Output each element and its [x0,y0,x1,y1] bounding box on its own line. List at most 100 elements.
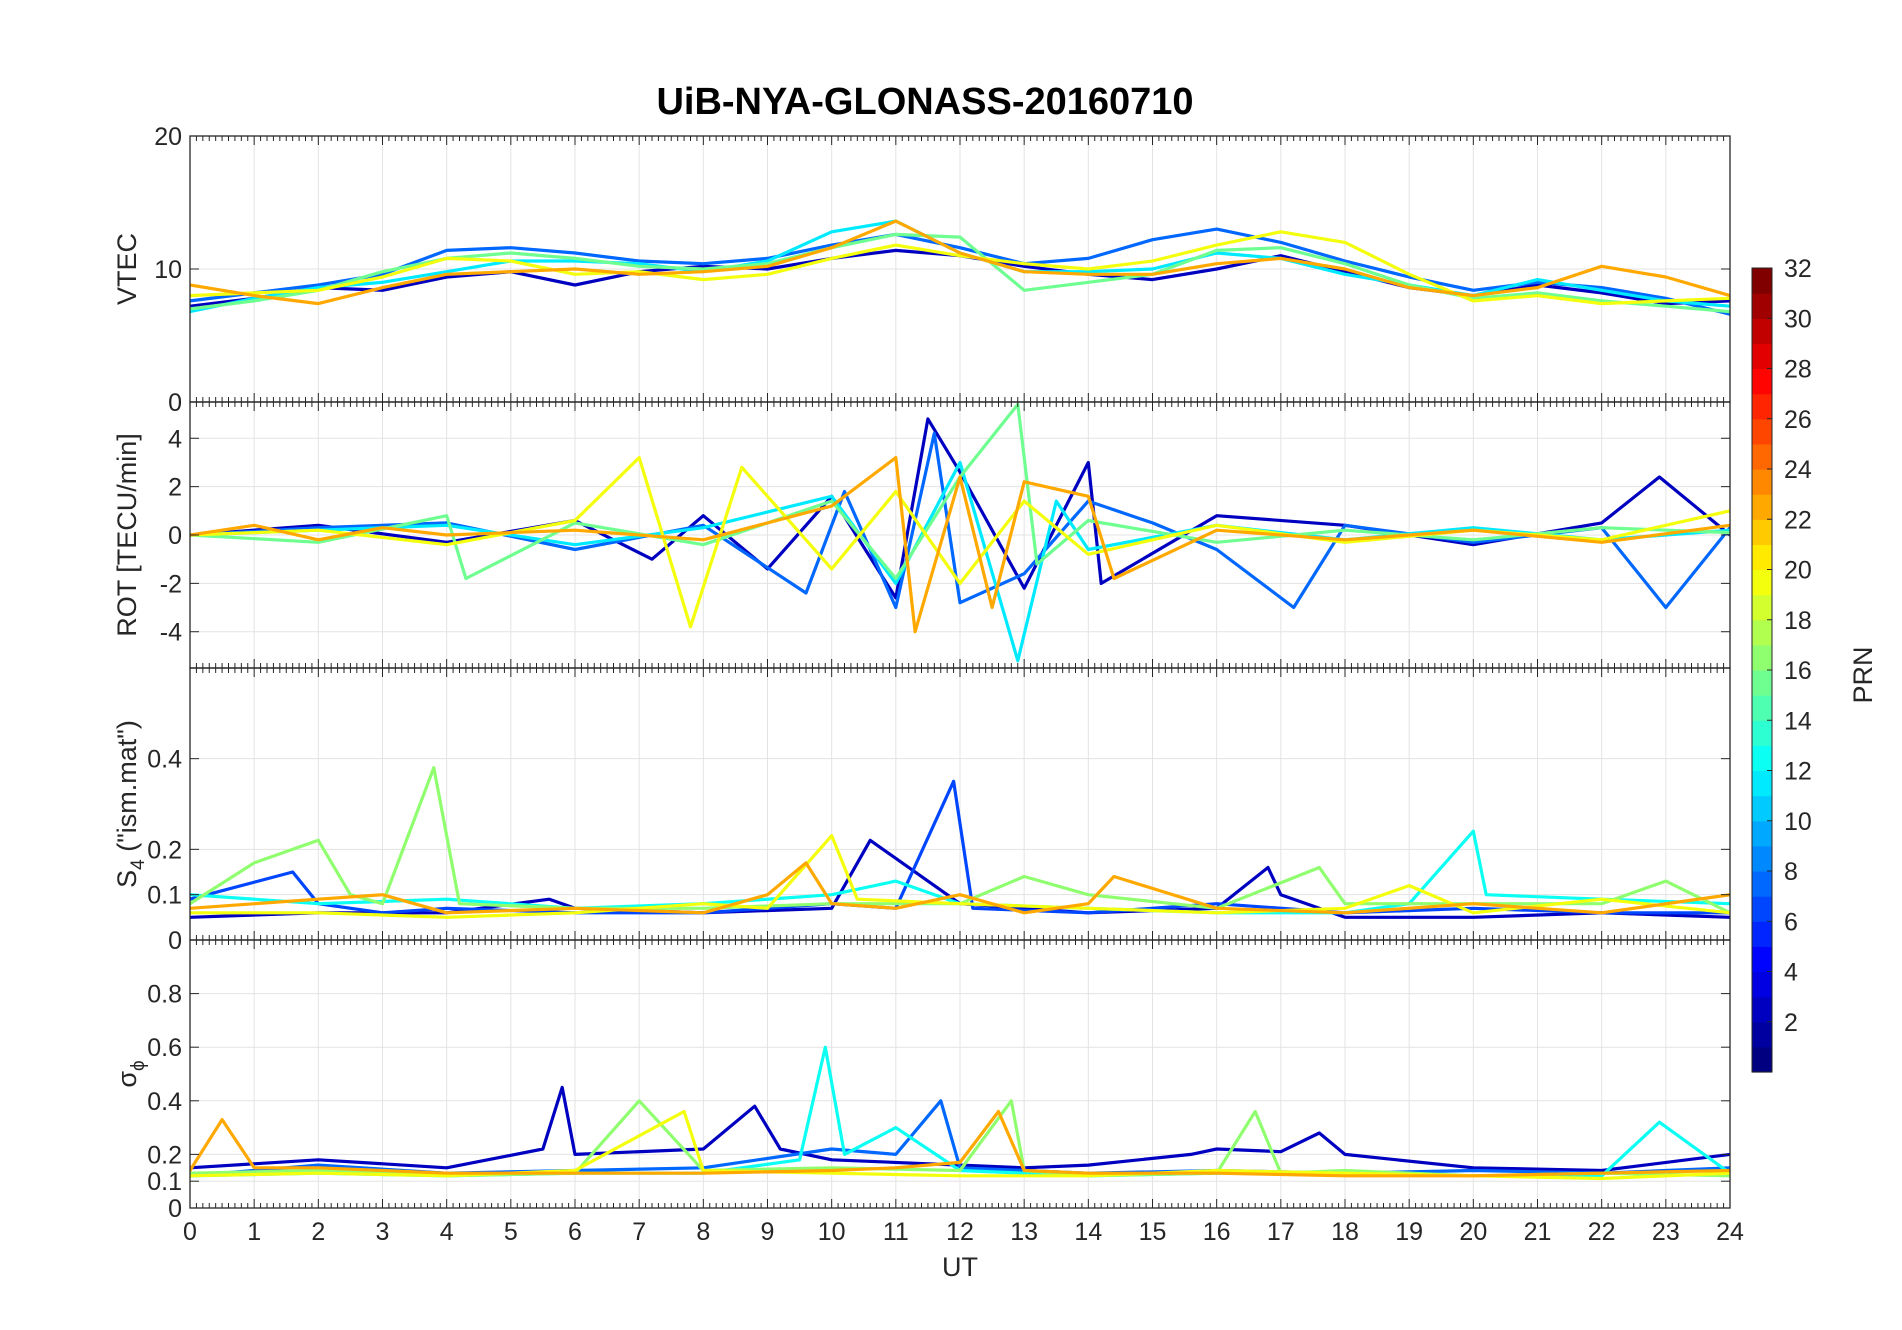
x-tick-label: 21 [1524,1218,1552,1246]
grid [189,135,1731,403]
colorbar-tick-label: 26 [1784,406,1812,434]
colorbar-cell [1752,745,1772,772]
x-ticks [189,668,1731,940]
y-tick-label: 0.1 [147,1168,182,1196]
x-tick-label: 23 [1652,1218,1680,1246]
y-tick-label: 4 [168,425,182,453]
colorbar-cell [1752,845,1772,872]
y-axis-label-main: σ [112,1071,142,1088]
colorbar-cell [1752,1046,1772,1073]
colorbar-tick-label: 24 [1784,456,1812,484]
x-tick-label: 12 [946,1218,974,1246]
colorbar-cell [1752,469,1772,495]
series-line-prn-20 [190,456,1730,629]
y-tick-label: 20 [154,123,182,151]
x-tick-label: 2 [311,1218,325,1246]
colorbar-cell [1752,519,1772,545]
x-tick-label: 15 [1139,1218,1167,1246]
y-axis-label-rest: ("ism.mat") [112,720,142,859]
y-axis-label-sub: ϕ [128,1060,149,1071]
colorbar-cell [1752,896,1772,922]
series-line-prn-20 [190,834,1730,919]
y-ticks: 0 10 20 [154,123,1730,417]
x-tick-label: 7 [632,1218,646,1246]
y-ticks: -4 -2 0 2 4 [160,425,1730,647]
y-axis-label: S4 ("ism.mat") [112,720,149,888]
x-tick-label: 9 [761,1218,775,1246]
series-line-prn-20 [190,230,1730,306]
y-tick-label: 10 [154,256,182,284]
x-tick-label: 13 [1010,1218,1038,1246]
colorbar-cell [1752,343,1772,370]
panel-1: 0 10 20 VTEC [112,123,1731,417]
x-tick-label: 6 [568,1218,582,1246]
x-tick-label: 4 [440,1218,454,1246]
colorbar-tick-label: 6 [1784,908,1798,936]
colorbar-tick-label: 30 [1784,305,1812,333]
colorbar-cell [1752,720,1772,746]
x-tick-label: 20 [1459,1218,1487,1246]
series-line-prn-23 [190,861,1730,915]
series-group [190,766,1730,919]
series-group [190,1045,1730,1181]
x-tick-label: 22 [1588,1218,1616,1246]
y-tick-label: 0.4 [147,1088,182,1116]
colorbar-cell [1752,946,1772,973]
panel-2: -4 -2 0 2 4 ROT [TECU/min] [112,401,1731,669]
colorbar-cell [1752,1021,1772,1048]
colorbar-cell [1752,393,1772,420]
colorbar-tick-label: 12 [1784,758,1812,786]
colorbar-tick-label: 8 [1784,858,1798,886]
colorbar-tick-label: 18 [1784,607,1812,635]
colorbar-cell [1752,443,1772,470]
x-tick-label: 11 [883,1218,909,1246]
series-line-prn-23 [190,456,1730,634]
colorbar-cell [1752,619,1772,646]
series-line-prn-3 [190,417,1730,600]
colorbar-cell [1752,770,1772,797]
colorbar-cell [1752,695,1772,721]
colorbar-tick-label: 20 [1784,557,1812,585]
chart-title: UiB-NYA-GLONASS-20160710 [656,81,1193,123]
y-tick-label: 0.2 [147,836,182,864]
colorbar-label: PRN [1848,646,1878,703]
x-tick-label: 8 [696,1218,710,1246]
x-axis-label: UT [942,1252,978,1282]
y-axis-label: VTEC [112,233,142,305]
colorbar-cell [1752,594,1772,621]
colorbar-cell [1752,996,1772,1023]
x-ticks [189,136,1731,402]
colorbar-tick-label: 28 [1784,356,1812,384]
y-tick-label: 0 [168,389,182,417]
panel-3: 00.10.20.4S4 ("ism.mat") [112,667,1731,955]
x-tick-label: 16 [1203,1218,1231,1246]
y-axis-label: ROT [TECU/min] [112,433,142,637]
colorbar-cell [1752,820,1772,847]
colorbar-cell [1752,293,1772,319]
y-tick-label: 0.6 [147,1034,182,1062]
series-line-prn-23 [190,1109,1730,1178]
series-line-prn-8 [190,227,1730,316]
colorbar-cell [1752,268,1772,294]
x-tick-label: 19 [1395,1218,1423,1246]
colorbar-tick-label: 22 [1784,506,1812,534]
y-axis-label-sub: 4 [128,859,149,870]
y-tick-label: -4 [160,619,182,647]
colorbar-cell [1752,569,1772,596]
colorbar-cell [1752,795,1772,822]
colorbar-cell [1752,921,1772,947]
colorbar-cell [1752,971,1772,998]
y-tick-label: 0 [168,927,182,955]
colorbar-cell [1752,418,1772,445]
y-tick-label: 0.8 [147,981,182,1009]
colorbar-cell [1752,670,1772,696]
colorbar-cell [1752,494,1772,520]
y-ticks: 00.10.2 0.4 0.6 0.8 [147,981,1730,1223]
y-tick-label: 0.2 [147,1141,182,1169]
y-tick-label: 0 [168,522,182,550]
y-tick-label: 0.4 [147,746,182,774]
colorbar-cell [1752,871,1772,897]
colorbar-tick-label: 10 [1784,808,1812,836]
x-tick-label: 24 [1716,1218,1744,1246]
